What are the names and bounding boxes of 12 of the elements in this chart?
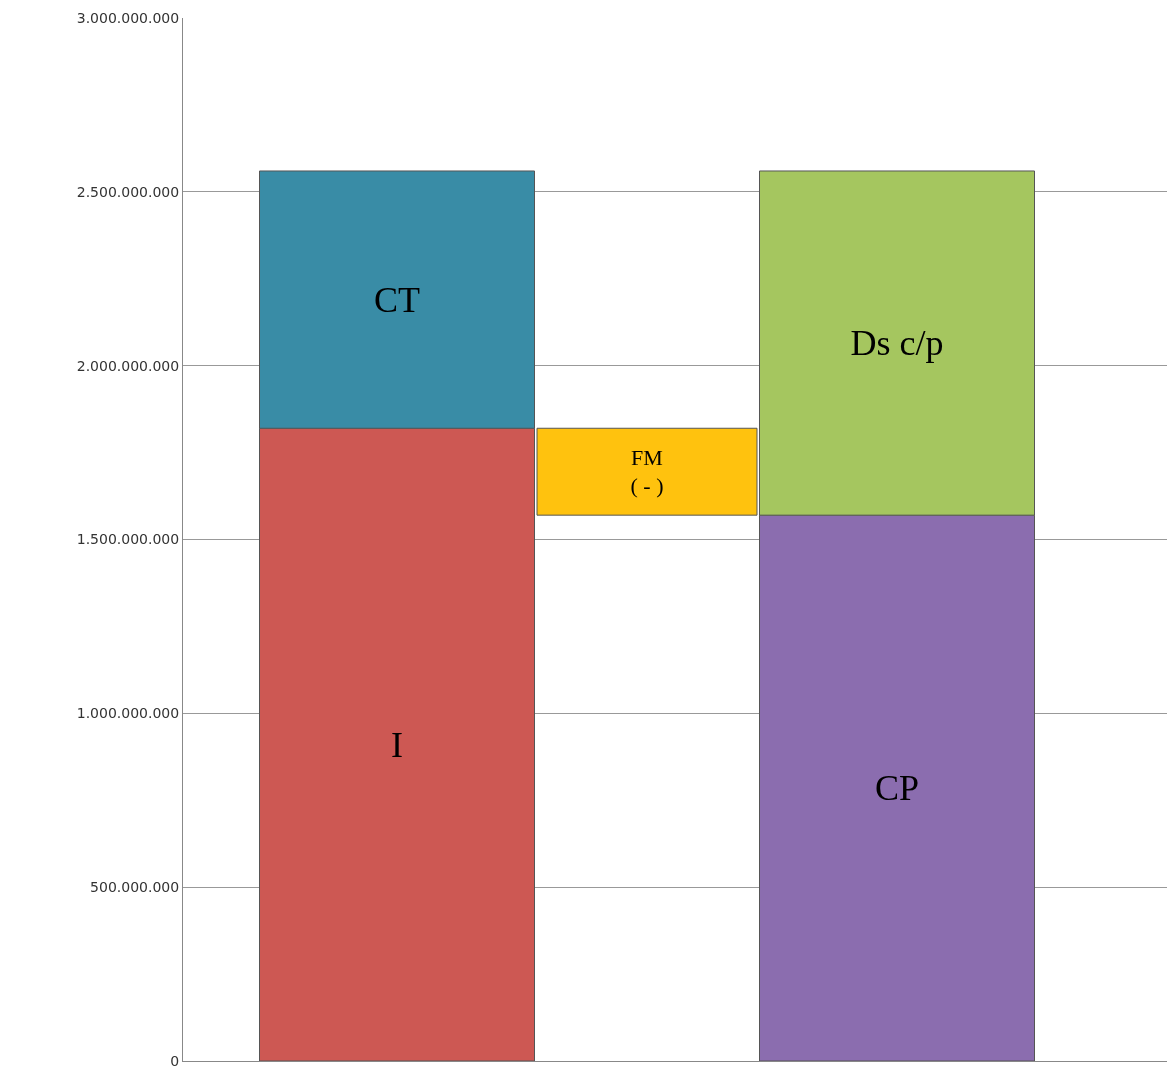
- series-label: I: [391, 724, 403, 765]
- series-label: Ds c/p: [850, 323, 944, 364]
- y-tick-label: 500.000.000: [90, 879, 180, 896]
- y-tick-label: 1.000.000.000: [76, 705, 180, 722]
- series-label: CT: [373, 279, 421, 320]
- y-tick-label: 2.500.000.000: [76, 183, 180, 200]
- series-label: CP: [874, 768, 920, 809]
- y-tick-label: 0: [170, 1052, 180, 1069]
- y-tick-label: 2.000.000.000: [76, 357, 180, 374]
- y-tick-label: 1.500.000.000: [76, 531, 180, 548]
- series-label: FM ( - ): [630, 444, 664, 499]
- y-tick-label: 3.000.000.000: [76, 9, 180, 26]
